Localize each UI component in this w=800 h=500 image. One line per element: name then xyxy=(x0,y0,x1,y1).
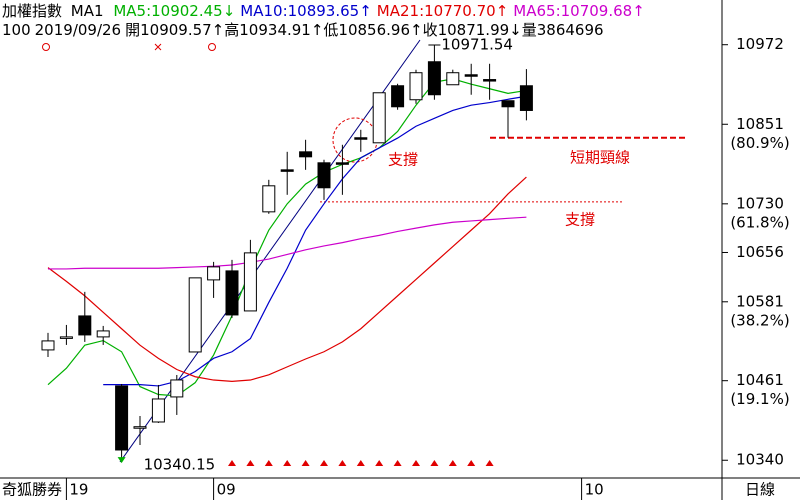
candle-body xyxy=(391,85,405,108)
x-tick-label: 10 xyxy=(585,481,604,499)
signal-triangle xyxy=(448,460,457,466)
annotation: 支撐 xyxy=(388,151,418,169)
info-item: 100 xyxy=(2,21,31,39)
y-tick-label: 10581 xyxy=(736,292,784,310)
signal-triangle xyxy=(375,460,384,466)
candle-body xyxy=(427,61,441,96)
signal-marker xyxy=(154,43,162,51)
y-tick-label: 10656 xyxy=(736,243,784,261)
x-tick-label: 09 xyxy=(217,481,236,499)
candle-body xyxy=(170,379,184,398)
fib-label: (19.1%) xyxy=(730,390,789,408)
legend-name: MA5 xyxy=(113,2,146,20)
brand: 奇狐勝券 xyxy=(2,481,62,499)
candle-body xyxy=(519,85,533,111)
signal-triangle xyxy=(485,460,494,466)
signal-triangle xyxy=(430,460,439,466)
candle-body xyxy=(59,336,73,339)
candle-body xyxy=(464,74,478,77)
annotation: 支撐 xyxy=(565,211,595,229)
trend-line xyxy=(119,39,421,463)
signal-triangle xyxy=(283,460,292,466)
signal-triangle xyxy=(338,460,347,466)
high-label: 10971.54 xyxy=(441,36,513,54)
candle-body xyxy=(151,398,165,423)
candle-body xyxy=(207,266,221,281)
candle-body xyxy=(280,169,294,172)
candle-body xyxy=(501,100,515,108)
info-item: 量3864696 xyxy=(522,21,604,39)
candle-body xyxy=(188,277,202,353)
title: 加權指數 xyxy=(2,2,62,20)
candle-body xyxy=(133,426,147,429)
y-tick-label: 10972 xyxy=(736,35,784,53)
candle-body xyxy=(78,315,92,336)
y-tick-label: 10730 xyxy=(736,194,784,212)
fib-label: (61.8%) xyxy=(730,213,789,231)
fib-label: (38.2%) xyxy=(730,311,789,329)
info-item: 高10934.91↑ xyxy=(224,21,323,39)
candle-body xyxy=(225,270,239,316)
subtitle: MA1 xyxy=(71,2,104,20)
signal-triangle xyxy=(412,460,420,466)
info-item: 低10856.96↑ xyxy=(323,21,422,39)
candle-body xyxy=(262,185,276,213)
legend: 加權指數 MA1 MA5:10902.45↓ MA10:10893.65↑ MA21… xyxy=(2,2,645,20)
candle-body xyxy=(243,252,257,312)
y-tick-label: 10461 xyxy=(736,371,784,389)
candle-body xyxy=(372,92,386,144)
legend-value: :10893.65↑ xyxy=(283,2,372,20)
info-item: 2019/09/26 xyxy=(35,21,121,39)
low-label: 10340.15 xyxy=(144,456,216,474)
info-item: 開10909.57↑ xyxy=(125,21,224,39)
legend-value: :10709.68↑ xyxy=(556,2,645,20)
signal-triangle xyxy=(264,460,273,466)
candle-body xyxy=(41,340,55,351)
candle-body xyxy=(335,162,349,165)
signal-marker xyxy=(42,43,50,51)
candle-body xyxy=(409,72,423,101)
signal-triangle xyxy=(246,460,255,466)
info-item: 收10871.99↓ xyxy=(423,21,522,39)
signal-triangle xyxy=(228,460,236,466)
candle-body xyxy=(446,72,460,86)
period: 日線 xyxy=(745,481,775,499)
x-tick-label: 19 xyxy=(69,481,88,499)
info-line: 100 2019/09/26 開10909.57↑高10934.91↑低10856.… xyxy=(2,21,604,39)
signal-triangle xyxy=(356,460,365,466)
signal-triangle xyxy=(301,460,310,466)
legend-name: MA10 xyxy=(240,2,282,20)
low-marker xyxy=(117,457,126,464)
signal-marker xyxy=(208,43,216,51)
candle-body xyxy=(299,151,313,158)
ma-line xyxy=(47,176,527,382)
legend-name: MA65 xyxy=(513,2,555,20)
legend-value: :10770.70↑ xyxy=(419,2,508,20)
candle-body xyxy=(317,162,331,189)
signal-triangle xyxy=(320,460,328,466)
legend-value: :10902.45↓ xyxy=(146,2,235,20)
candle-body xyxy=(354,137,368,140)
signal-triangle xyxy=(393,460,402,466)
fib-label: (80.9%) xyxy=(730,134,789,152)
legend-name: MA21 xyxy=(377,2,419,20)
ma-line xyxy=(48,216,527,270)
candle-body xyxy=(115,385,129,451)
candle-body xyxy=(483,79,497,82)
y-tick-label: 10340 xyxy=(736,451,784,469)
annotation: 短期頸線 xyxy=(570,149,630,167)
y-tick-label: 10851 xyxy=(736,115,784,133)
signal-triangle xyxy=(467,460,476,466)
candle-body xyxy=(96,330,110,338)
